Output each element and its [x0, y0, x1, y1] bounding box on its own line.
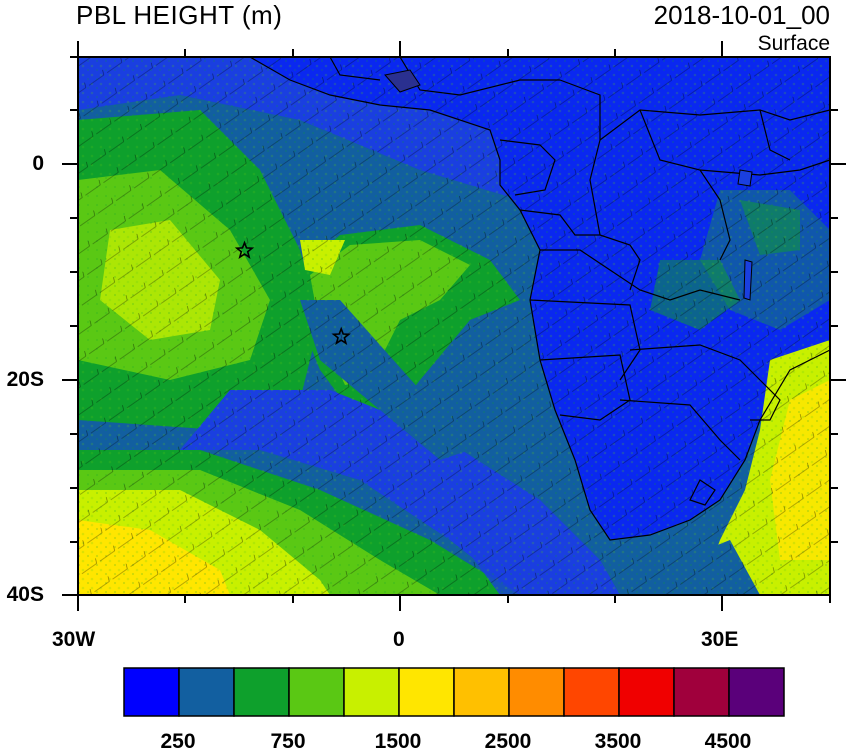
y-tick-label-40s: 40S — [6, 583, 44, 606]
star-marker-2 — [331, 326, 351, 345]
colorbar-swatch — [563, 667, 620, 717]
map-title: PBL HEIGHT (m) — [76, 0, 283, 30]
tick-marks — [62, 41, 846, 611]
pbl-field — [78, 57, 830, 595]
colorbar-swatch — [178, 667, 235, 717]
y-tick-label-20s: 20S — [6, 368, 44, 391]
x-tick-label-30e: 30E — [701, 628, 739, 651]
colorbar — [123, 667, 785, 717]
colorbar-swatch — [398, 667, 455, 717]
colorbar-swatch — [343, 667, 400, 717]
x-tick-label-30w: 30W — [52, 628, 96, 651]
colorbar-label-750: 750 — [270, 730, 306, 753]
colorbar-label-3500: 3500 — [594, 730, 642, 753]
colorbar-swatch — [123, 667, 180, 717]
star-marker-1 — [234, 240, 255, 260]
markers-layer — [234, 240, 351, 345]
colorbar-swatch — [508, 667, 565, 717]
colorbar-swatch — [453, 667, 510, 717]
colorbar-label-4500: 4500 — [704, 730, 752, 753]
level-label: Surface — [757, 32, 830, 55]
datetime-label: 2018-10-01_00 — [653, 0, 830, 30]
colorbar-label-2500: 2500 — [484, 730, 532, 753]
colorbar-label-1500: 1500 — [374, 730, 422, 753]
y-tick-label-0: 0 — [32, 152, 44, 175]
colorbar-label-250: 250 — [160, 730, 196, 753]
colorbar-swatch — [728, 667, 785, 717]
colorbar-swatch — [673, 667, 730, 717]
x-tick-label-0: 0 — [393, 628, 405, 651]
country-borders — [249, 57, 830, 541]
colorbar-swatch — [233, 667, 290, 717]
colorbar-swatch — [288, 667, 345, 717]
colorbar-swatch — [618, 667, 675, 717]
